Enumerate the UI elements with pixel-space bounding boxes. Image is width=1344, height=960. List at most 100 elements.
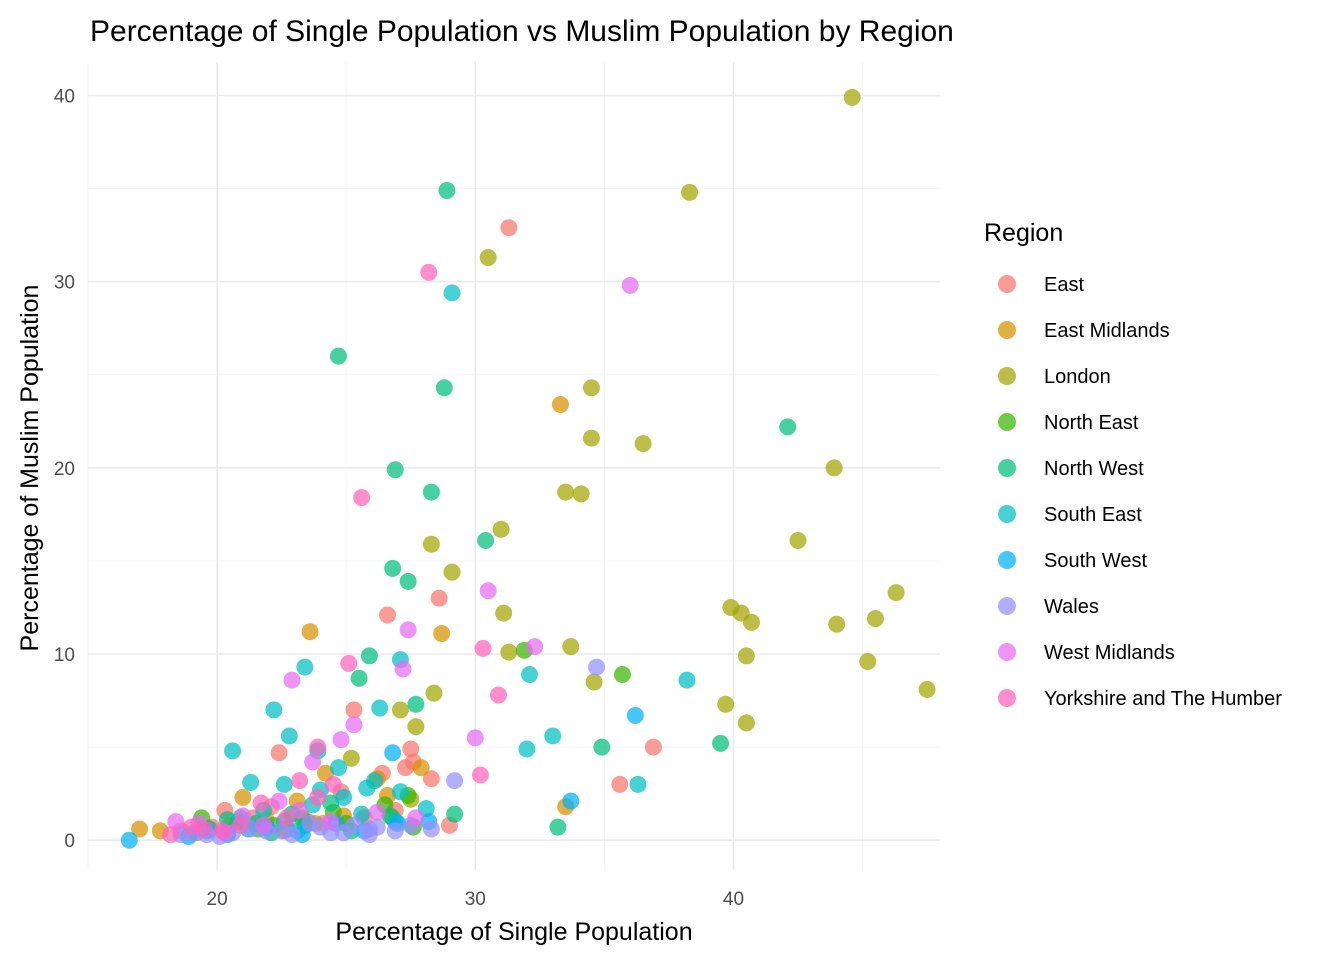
y-tick-label: 30 (54, 273, 75, 294)
point-london (828, 615, 846, 633)
point-london (887, 584, 905, 602)
y-tick-label: 10 (54, 645, 75, 666)
point-yorkshire-and-the-humber (309, 738, 327, 756)
point-london (737, 714, 755, 732)
y-axis-title: Percentage of Muslim Population (16, 285, 44, 652)
point-west-midlands (466, 729, 484, 747)
point-north-east (613, 666, 631, 684)
y-axis-tick-labels: 0 10 20 30 40 (54, 87, 75, 853)
point-north-west (322, 794, 340, 812)
point-north-west (360, 647, 378, 665)
point-east-midlands (131, 820, 149, 838)
point-west-midlands (368, 803, 386, 821)
point-south-east (366, 772, 384, 790)
point-yorkshire-and-the-humber (182, 818, 200, 836)
legend-key-west-midlands (998, 643, 1016, 661)
legend-key-south-west (998, 551, 1016, 569)
point-north-west (386, 461, 404, 479)
point-east-midlands (412, 759, 430, 777)
legend-key-south-east (998, 505, 1016, 523)
point-north-west (549, 818, 567, 836)
point-south-west (562, 792, 580, 810)
legend-key-wales (998, 597, 1016, 615)
point-east (430, 589, 448, 607)
point-south-east (296, 658, 314, 676)
point-north-west (422, 483, 440, 501)
point-wales (360, 826, 378, 844)
point-yorkshire-and-the-humber (420, 263, 438, 281)
point-london (422, 535, 440, 553)
point-east (422, 770, 440, 788)
point-west-midlands (479, 582, 497, 600)
point-london (743, 613, 761, 631)
point-north-west (329, 347, 347, 365)
point-west-midlands (332, 731, 350, 749)
legend-label-north-west: North West (1044, 458, 1144, 480)
point-east (345, 701, 363, 719)
point-london (737, 647, 755, 665)
point-north-west (477, 531, 495, 549)
point-london (342, 749, 360, 767)
point-north-west (438, 181, 456, 199)
legend-label-south-west: South West (1044, 550, 1147, 572)
point-london (634, 435, 652, 453)
point-wales (345, 816, 363, 834)
point-west-midlands (167, 813, 185, 831)
point-south-east (280, 727, 298, 745)
point-yorkshire-and-the-humber (231, 816, 249, 834)
point-london (443, 563, 461, 581)
point-west-midlands (394, 660, 412, 678)
point-london (425, 684, 443, 702)
y-tick-label: 0 (64, 831, 75, 852)
point-london (859, 652, 877, 670)
legend-label-east-midlands: East Midlands (1044, 320, 1170, 342)
point-london (479, 248, 497, 266)
point-wales (422, 820, 440, 838)
legend-label-south-east: South East (1044, 504, 1142, 526)
legend-title: Region (984, 219, 1063, 247)
legend-key-north-east (998, 413, 1016, 431)
point-west-midlands (322, 813, 340, 831)
point-south-east (544, 727, 562, 745)
data-points (120, 88, 936, 849)
point-east-midlands (301, 623, 319, 641)
point-london (492, 520, 510, 538)
point-south-east (335, 788, 353, 806)
point-west-midlands (270, 792, 288, 810)
point-london (582, 379, 600, 397)
point-london (585, 673, 603, 691)
point-east-midlands (234, 788, 252, 806)
point-london (495, 604, 513, 622)
point-yorkshire-and-the-humber (490, 686, 508, 704)
point-north-west (446, 805, 464, 823)
point-wales (446, 772, 464, 790)
point-north-west (712, 734, 730, 752)
point-london (407, 718, 425, 736)
point-north-west (435, 379, 453, 397)
point-south-west (384, 744, 402, 762)
point-london (717, 695, 735, 713)
point-south-east (391, 783, 409, 801)
point-south-east (224, 742, 242, 760)
point-west-midlands (291, 801, 309, 819)
legend-key-london (998, 367, 1016, 385)
point-yorkshire-and-the-humber (252, 794, 270, 812)
point-south-east (265, 701, 283, 719)
point-yorkshire-and-the-humber (291, 772, 309, 790)
point-london (918, 680, 936, 698)
point-yorkshire-and-the-humber (471, 766, 489, 784)
point-north-west (399, 572, 417, 590)
point-wales (386, 822, 404, 840)
point-wales (273, 822, 291, 840)
point-yorkshire-and-the-humber (353, 489, 371, 507)
point-yorkshire-and-the-humber (340, 654, 358, 672)
point-wales (301, 814, 319, 832)
x-tick-label: 20 (207, 889, 228, 910)
point-west-midlands (283, 671, 301, 689)
legend-key-yorkshire-and-the-humber (998, 689, 1016, 707)
point-north-west (384, 559, 402, 577)
point-south-east (520, 666, 538, 684)
point-south-west (626, 706, 644, 724)
chart-title: Percentage of Single Population vs Musli… (90, 15, 954, 48)
